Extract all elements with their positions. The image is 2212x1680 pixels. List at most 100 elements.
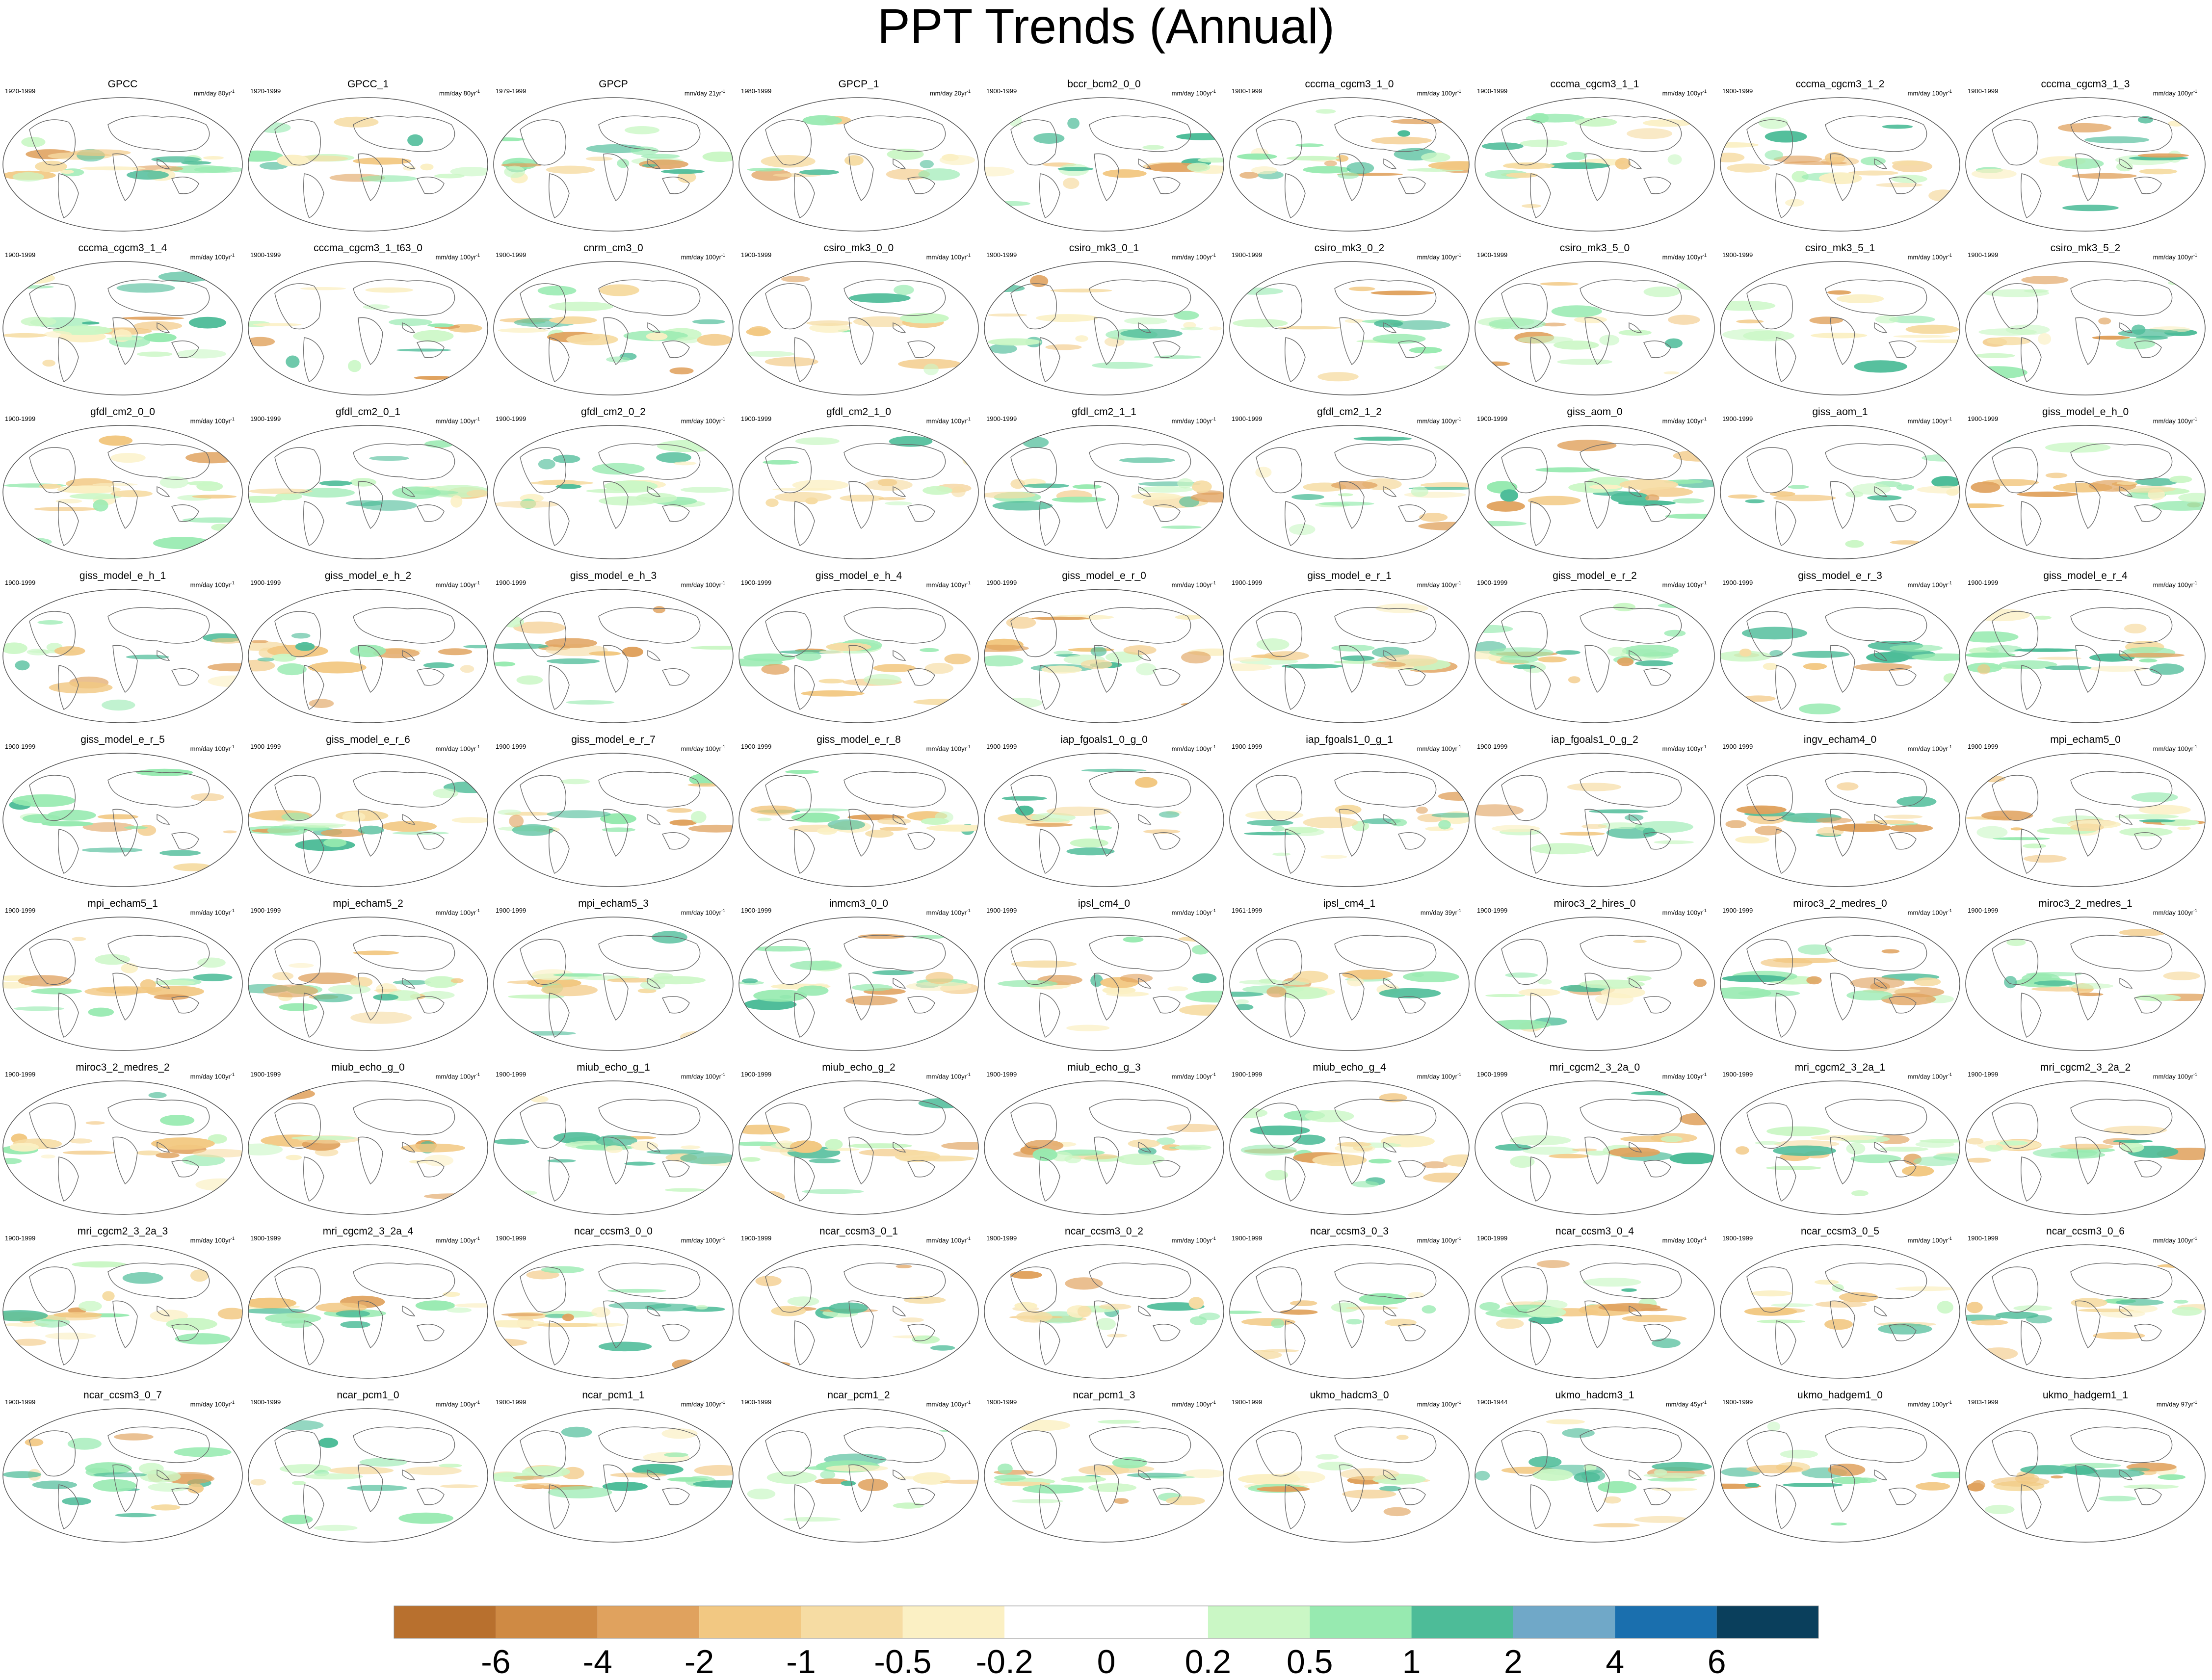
trend-map: [1965, 1244, 2206, 1379]
trend-anomaly: [1854, 360, 1907, 373]
panel-unit-text: mm/day 100yr: [1171, 1073, 1212, 1080]
trend-anomaly: [182, 517, 242, 523]
trend-anomaly: [873, 664, 916, 673]
trend-anomaly: [289, 963, 314, 968]
panel-unit: mm/day 100yr-1: [681, 907, 725, 917]
panel-period: 1900-1999: [1477, 1234, 1508, 1242]
map-border: [2, 1080, 243, 1215]
coastline: [1501, 115, 1682, 218]
map-panel: csiro_mk3_0_0 1900-1999 mm/day 100yr-1: [736, 242, 981, 398]
trend-anomaly: [2098, 1496, 2136, 1501]
trend-anomaly: [1901, 1165, 1934, 1177]
trend-anomaly: [15, 660, 30, 671]
panel-unit-exponent: -1: [230, 1236, 235, 1241]
trend-anomaly: [93, 1479, 136, 1492]
trend-anomaly: [153, 537, 211, 550]
trend-anomaly: [1070, 839, 1108, 848]
trend-anomaly: [151, 1504, 181, 1511]
map-panel: miub_echo_g_1 1900-1999 mm/day 100yr-1: [491, 1062, 736, 1218]
trend-anomaly: [1575, 117, 1617, 127]
panel-unit: mm/day 100yr-1: [1662, 579, 1707, 589]
trend-anomaly: [1559, 832, 1605, 836]
trend-anomaly: [175, 1333, 231, 1345]
trend-anomaly: [818, 679, 844, 683]
coastline: [765, 443, 946, 546]
panel-unit-exponent: -1: [230, 89, 235, 94]
trend-anomaly: [1475, 1470, 1490, 1481]
trend-anomaly: [1633, 940, 1647, 943]
trend-anomaly: [192, 1149, 242, 1158]
trend-anomaly: [2169, 475, 2192, 483]
trend-anomaly: [1985, 1145, 2003, 1152]
trend-anomaly: [998, 980, 1058, 987]
trend-anomaly: [1089, 825, 1112, 830]
trend-anomaly: [2017, 491, 2078, 497]
trend-anomaly: [132, 165, 184, 172]
panel-unit: mm/day 100yr-1: [926, 415, 971, 425]
trend-anomaly: [1771, 1303, 1814, 1307]
panel-unit: mm/day 100yr-1: [2153, 579, 2197, 589]
panel-unit: mm/day 100yr-1: [190, 1398, 235, 1408]
trend-anomaly: [2157, 1263, 2204, 1268]
trend-anomaly: [1138, 486, 1193, 493]
panel-unit-text: mm/day 100yr: [926, 745, 967, 753]
trend-anomaly: [277, 663, 307, 676]
trend-anomaly: [1022, 1484, 1084, 1494]
map-border: [493, 1408, 734, 1543]
panel-unit-text: mm/day 100yr: [2153, 745, 2193, 753]
panel-unit: mm/day 100yr-1: [2153, 907, 2197, 917]
trend-map: [2, 1080, 243, 1215]
trend-anomaly: [1780, 1449, 1818, 1459]
panel-unit: mm/day 100yr-1: [436, 579, 480, 589]
panel-unit: mm/day 100yr-1: [1417, 251, 1461, 261]
trend-anomaly: [1837, 782, 1859, 791]
trend-anomaly: [2070, 823, 2104, 832]
panel-unit-exponent: -1: [1702, 417, 1707, 421]
map-panel: miroc3_2_hires_0 1900-1999 mm/day 100yr-1: [1472, 898, 1717, 1054]
map-border: [2, 425, 243, 559]
trend-map: [1229, 917, 1470, 1051]
trend-anomaly: [1286, 156, 1340, 161]
panel-unit-text: mm/day 100yr: [681, 1236, 721, 1244]
trend-anomaly: [2151, 500, 2205, 511]
trend-anomaly: [1180, 327, 1204, 331]
panel-title: csiro_mk3_5_1: [1805, 242, 1875, 254]
map-panel: bccr_bcm2_0_0 1900-1999 mm/day 100yr-1: [981, 79, 1227, 235]
trend-anomaly: [1475, 804, 1524, 816]
panel-unit: mm/day 100yr-1: [681, 579, 725, 589]
trend-anomaly: [2149, 663, 2185, 675]
trend-anomaly: [986, 285, 1025, 292]
panel-unit: mm/day 100yr-1: [926, 1398, 971, 1408]
trend-anomaly: [1175, 1144, 1211, 1151]
panel-unit-exponent: -1: [1211, 744, 1216, 749]
map-panel: gfdl_cm2_0_2 1900-1999 mm/day 100yr-1: [491, 406, 736, 562]
trend-anomaly: [1762, 1308, 1805, 1313]
panel-unit: mm/day 100yr-1: [681, 743, 725, 753]
trend-anomaly: [350, 1011, 412, 1024]
panel-unit: mm/day 100yr-1: [1662, 743, 1707, 753]
trend-anomaly: [1722, 329, 1781, 341]
panel-title: gfdl_cm2_0_0: [90, 406, 155, 418]
trend-anomaly: [747, 168, 784, 172]
panel-unit-exponent: -1: [1702, 1072, 1707, 1077]
trend-anomaly: [1970, 608, 2030, 622]
trend-map: [1965, 1408, 2206, 1543]
map-border: [1229, 917, 1470, 1051]
coastline: [274, 935, 455, 1038]
trend-anomaly: [494, 500, 559, 508]
panel-period: 1900-1999: [986, 251, 1017, 259]
trend-anomaly: [984, 166, 1015, 177]
trend-anomaly: [2000, 1140, 2028, 1146]
map-border: [248, 917, 488, 1051]
panel-title: ipsl_cm4_0: [1078, 898, 1131, 909]
map-border: [1965, 1080, 2206, 1215]
map-panel: ncar_pcm1_2 1900-1999 mm/day 100yr-1: [736, 1390, 981, 1546]
panel-unit: mm/day 100yr-1: [190, 1071, 235, 1080]
trend-anomaly: [585, 157, 613, 161]
trend-map: [493, 1244, 734, 1379]
trend-map: [248, 261, 488, 395]
trend-anomaly: [1279, 987, 1328, 999]
panel-period: 1900-1999: [250, 1234, 281, 1242]
trend-anomaly: [318, 1438, 339, 1448]
panel-unit-text: mm/day 100yr: [1662, 581, 1703, 589]
